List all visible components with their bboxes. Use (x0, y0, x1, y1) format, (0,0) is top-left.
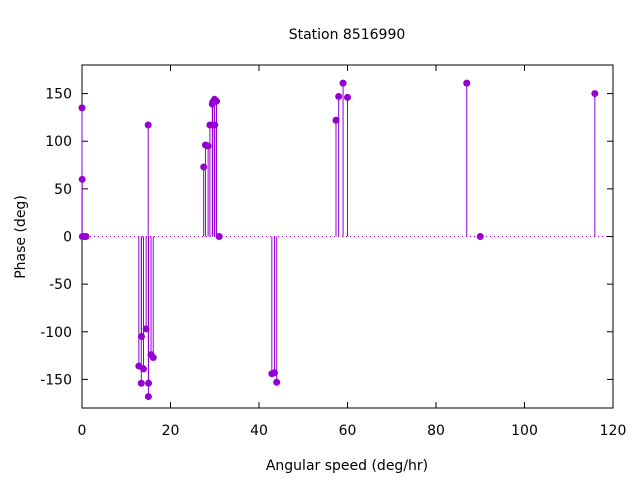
data-point (591, 90, 599, 98)
x-axis-label: Angular speed (deg/hr) (266, 458, 428, 474)
y-tick-label: -50 (49, 277, 72, 293)
data-point (270, 369, 278, 377)
x-tick-label: 120 (600, 423, 627, 439)
y-tick-label: 150 (45, 87, 72, 103)
data-point (204, 142, 212, 150)
y-tick-label: -100 (40, 325, 72, 341)
data-point (78, 104, 86, 112)
y-tick-label: 50 (54, 182, 72, 198)
x-tick-label: 0 (78, 423, 87, 439)
y-axis: -150 -100 -50 0 50 100 150 (40, 87, 613, 388)
data-point (273, 378, 281, 386)
data-point (144, 121, 152, 129)
x-axis: 0 20 40 60 80 100 120 (78, 65, 627, 439)
data-point (82, 233, 90, 240)
y-tick-label: 100 (45, 134, 72, 150)
data-point (344, 93, 351, 101)
data-point (137, 379, 145, 387)
x-tick-label: 60 (339, 423, 357, 439)
data-point (211, 121, 219, 129)
data-point (138, 333, 146, 341)
y-axis-label: Phase (deg) (13, 195, 29, 279)
data-point (200, 163, 208, 171)
data-point (213, 97, 221, 105)
data-point (140, 365, 148, 373)
data-point (332, 116, 340, 124)
point-series (78, 79, 599, 401)
data-point (215, 233, 223, 240)
data-point (142, 325, 150, 333)
x-tick-label: 20 (162, 423, 180, 439)
chart-title: Station 8516990 (289, 27, 406, 43)
data-point (463, 79, 471, 87)
data-point (78, 175, 86, 183)
data-point (335, 92, 343, 100)
data-point (339, 79, 347, 87)
x-tick-label: 100 (511, 423, 538, 439)
data-point (144, 393, 152, 401)
data-point (476, 233, 484, 240)
y-tick-label: -150 (40, 372, 72, 388)
data-point (206, 121, 214, 129)
x-tick-label: 40 (250, 423, 268, 439)
data-point (149, 354, 157, 362)
impulse-series (81, 83, 596, 397)
data-point (145, 379, 153, 387)
x-tick-label: 80 (427, 423, 445, 439)
y-tick-label: 0 (63, 230, 72, 246)
